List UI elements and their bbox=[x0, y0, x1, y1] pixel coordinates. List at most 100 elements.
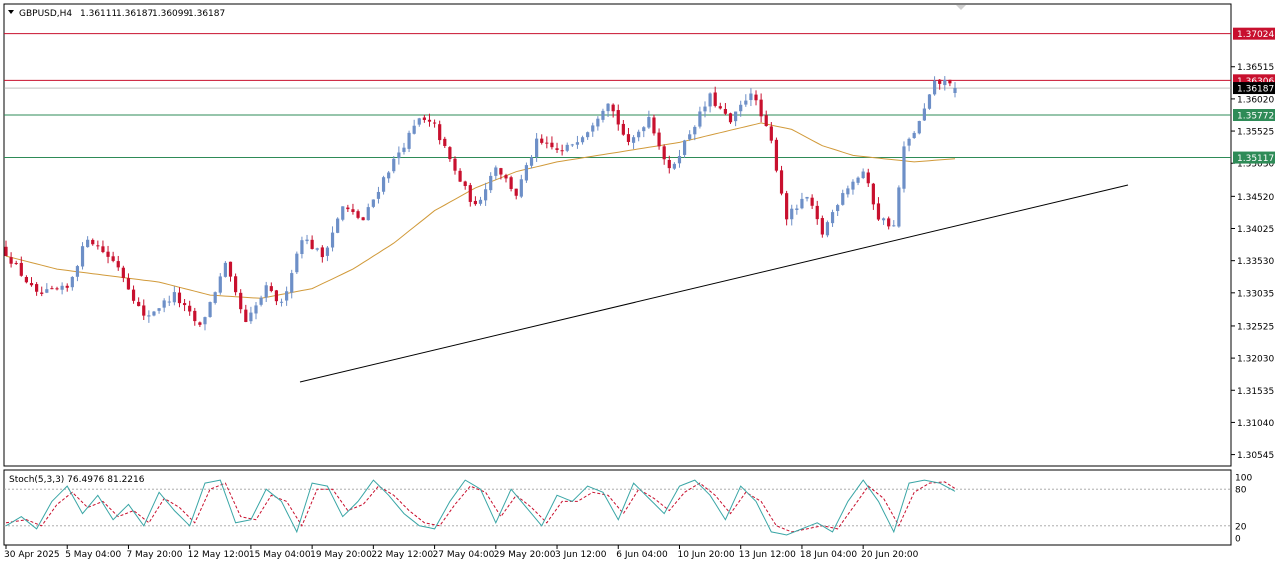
candle-body bbox=[106, 251, 110, 257]
candle-body bbox=[376, 191, 381, 199]
stoch-main-line bbox=[5, 479, 956, 536]
candle-body bbox=[586, 132, 590, 138]
candle-body bbox=[35, 284, 39, 292]
candle bbox=[106, 245, 110, 264]
time-tick-label-7: 27 May 04:00 bbox=[433, 550, 495, 560]
candle-body bbox=[800, 198, 804, 209]
candle-body bbox=[943, 79, 947, 86]
candle-body bbox=[938, 79, 942, 84]
candle bbox=[739, 100, 743, 117]
candle-body bbox=[693, 126, 697, 135]
time-tick-label-3: 12 May 12:00 bbox=[188, 550, 250, 560]
candle bbox=[504, 173, 508, 183]
candle bbox=[172, 286, 176, 306]
candle-body bbox=[596, 118, 600, 127]
candle-body bbox=[223, 262, 227, 277]
candle bbox=[325, 245, 330, 262]
candle bbox=[427, 113, 432, 127]
candle bbox=[626, 127, 631, 146]
candle-body bbox=[269, 286, 273, 291]
candle bbox=[902, 141, 906, 193]
candle-body bbox=[249, 312, 253, 322]
time-tick-label-12: 13 Jun 12:00 bbox=[739, 550, 796, 560]
candle-body bbox=[366, 207, 370, 221]
candle-body bbox=[387, 172, 391, 179]
candle bbox=[769, 122, 773, 144]
candle-body bbox=[535, 138, 539, 158]
candle bbox=[621, 119, 625, 136]
stoch-tick-label-0: 100 bbox=[1235, 474, 1252, 484]
candle bbox=[14, 260, 18, 265]
candle-body bbox=[876, 203, 881, 220]
candle bbox=[432, 119, 437, 128]
candle-body bbox=[239, 292, 243, 310]
candle bbox=[815, 200, 819, 225]
price-panel-frame bbox=[3, 3, 1232, 467]
candle bbox=[80, 242, 85, 270]
candle bbox=[397, 146, 401, 165]
candle-body bbox=[55, 288, 59, 290]
candle-body bbox=[438, 124, 442, 141]
candle bbox=[912, 131, 916, 139]
candle bbox=[264, 281, 268, 303]
candle bbox=[422, 114, 426, 123]
candle-body bbox=[233, 276, 238, 293]
candle bbox=[519, 174, 523, 199]
price-tick-label-1: 1.36020 bbox=[1237, 95, 1274, 105]
candle-body bbox=[948, 79, 952, 84]
chart-header: GBPUSD,H4 1.36111 1.36187 1.36099 1.3618… bbox=[8, 5, 966, 19]
candle bbox=[779, 165, 784, 196]
chevron-down-icon[interactable] bbox=[8, 10, 14, 14]
candle-body bbox=[4, 246, 8, 257]
candle-body bbox=[443, 138, 447, 146]
trendline bbox=[299, 184, 1129, 383]
candle-body bbox=[162, 300, 166, 308]
candle-body bbox=[325, 247, 330, 256]
candle-body bbox=[795, 208, 799, 210]
candle bbox=[463, 180, 467, 190]
candle-body bbox=[667, 159, 671, 169]
candle bbox=[218, 273, 222, 295]
candle bbox=[550, 136, 554, 150]
candle bbox=[376, 186, 381, 204]
candle bbox=[182, 299, 187, 312]
moving-average bbox=[5, 122, 956, 299]
time-tick-label-6: 22 May 12:00 bbox=[371, 550, 433, 560]
candle bbox=[244, 304, 248, 323]
candle bbox=[535, 133, 539, 162]
time-tick-label-10: 6 Jun 04:00 bbox=[616, 550, 668, 560]
candle bbox=[851, 179, 855, 195]
candle-body bbox=[560, 150, 564, 152]
chart-shift-marker-icon[interactable] bbox=[956, 5, 966, 10]
candle-body bbox=[698, 111, 702, 127]
candle bbox=[892, 220, 896, 227]
price-axis: 1.36515 1.36020 1.35525 1.35030 1.34520 1.340… bbox=[1231, 63, 1274, 461]
candle-body bbox=[927, 94, 932, 109]
candle bbox=[728, 112, 733, 124]
time-axis: 30 Apr 2025 5 May 04:00 7 May 20:00 12 May … bbox=[4, 545, 919, 560]
candle bbox=[29, 277, 34, 287]
candle-body bbox=[305, 239, 309, 242]
candle-body bbox=[427, 119, 432, 122]
candle bbox=[249, 306, 253, 324]
candle bbox=[86, 236, 90, 248]
price-tick-label-11: 1.31040 bbox=[1237, 419, 1274, 429]
candle bbox=[279, 298, 284, 307]
candle-body bbox=[545, 142, 549, 144]
candle-body bbox=[626, 134, 631, 142]
candle bbox=[147, 310, 151, 323]
candle bbox=[489, 172, 493, 193]
stoch-tick-label-3: 0 bbox=[1235, 535, 1241, 545]
time-tick-label-9: 3 Jun 12:00 bbox=[555, 550, 607, 560]
candle bbox=[647, 110, 651, 129]
candle bbox=[157, 308, 161, 314]
candle-body bbox=[555, 148, 559, 150]
candle-body bbox=[203, 317, 207, 325]
price-tick-label-8: 1.32525 bbox=[1237, 322, 1274, 332]
candle bbox=[693, 125, 697, 141]
candle bbox=[402, 142, 406, 155]
candle-body bbox=[213, 292, 217, 303]
candle-body bbox=[341, 206, 345, 220]
candle-body bbox=[723, 108, 728, 114]
candle-body bbox=[432, 122, 437, 124]
